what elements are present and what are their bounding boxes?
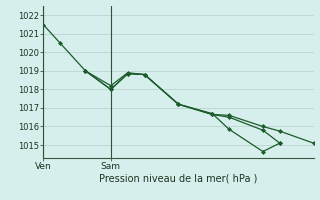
X-axis label: Pression niveau de la mer( hPa ): Pression niveau de la mer( hPa ) xyxy=(99,174,258,184)
